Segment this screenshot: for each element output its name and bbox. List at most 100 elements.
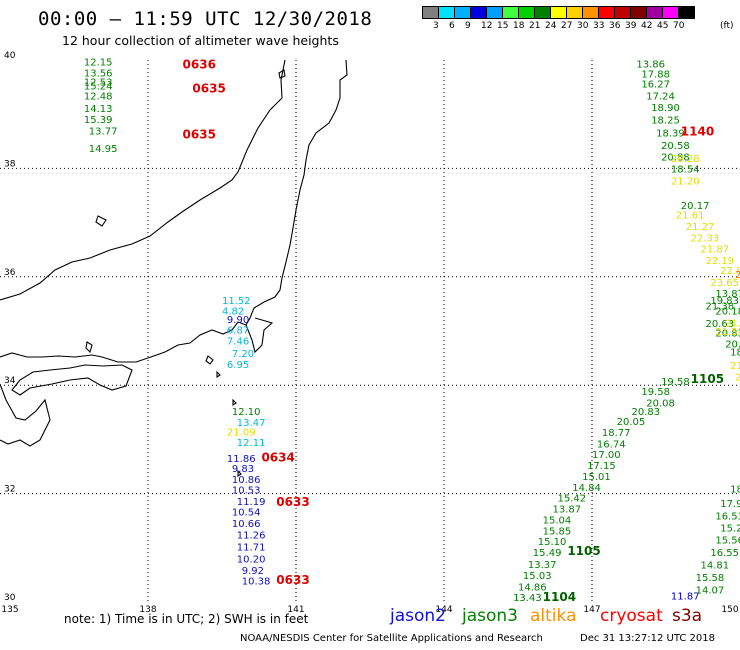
- wave-height-label: 10.66: [232, 519, 261, 530]
- longitude-tick-label: 144: [435, 605, 452, 615]
- wave-height-label: 9.90: [227, 315, 249, 326]
- legend-label: 33: [593, 21, 605, 31]
- longitude-tick-label: 135: [1, 605, 18, 615]
- wave-height-label: 21.20: [671, 177, 700, 188]
- wave-height-label: 15.20: [720, 524, 740, 535]
- wave-height-label: 6.95: [227, 360, 249, 371]
- legend-swatch: [678, 6, 695, 19]
- wave-height-label: 12.11: [237, 438, 266, 449]
- legend-label: 18: [513, 21, 525, 31]
- wave-height-label: 0634: [261, 451, 294, 465]
- wave-height-label: 13.86: [636, 60, 665, 71]
- wave-height-label: 16.74: [597, 440, 626, 451]
- wave-height-label: 21.51: [715, 327, 740, 338]
- legend-label: 36: [609, 21, 621, 31]
- generated-timestamp: Dec 31 13:27:12 UTC 2018: [580, 633, 715, 644]
- japan-coastline: [0, 59, 348, 478]
- wave-height-label: 22.00: [735, 372, 740, 383]
- wave-height-label: 11.19: [237, 497, 266, 508]
- axis-tick-labels: 135 138 141 144 147 150 30 32 34 36 38 40: [1, 51, 738, 615]
- wave-height-label: 20.88: [661, 152, 690, 163]
- wave-height-label: 10.86: [232, 475, 261, 486]
- satellite-legend-jason2: jason2: [390, 606, 446, 626]
- wave-height-label: 11.86: [227, 454, 256, 465]
- wave-height-label: 15.01: [582, 472, 611, 483]
- wave-height-label: 20.83: [715, 328, 740, 339]
- shikoku-coastline: [11, 364, 133, 396]
- latitude-tick-label: 30: [4, 593, 16, 603]
- legend-label: 6: [449, 21, 455, 31]
- wave-height-label: 15.39: [84, 115, 113, 126]
- wave-height-label: 22.82: [720, 266, 740, 277]
- satellite-legend-cryosat: cryosat: [600, 606, 663, 626]
- wave-height-label: 10.20: [237, 554, 266, 565]
- wave-height-label: 0635: [183, 128, 216, 142]
- wave-height-observations: 11.879.9011.869.8310.8610.5311.1910.5410…: [84, 57, 740, 603]
- wave-height-label: 19.58: [661, 377, 690, 388]
- legend-swatches: [422, 6, 695, 19]
- satellite-legend-jason3: jason3: [462, 606, 518, 626]
- legend-label: 30: [577, 21, 589, 31]
- wave-height-label: 15.24: [84, 81, 113, 92]
- wave-height-label: 16.55: [710, 548, 739, 559]
- island-sado: [278, 69, 286, 79]
- wave-height-label: 20.18: [715, 307, 740, 318]
- longitude-tick-label: 141: [287, 605, 304, 615]
- wave-height-label: 18.90: [651, 103, 680, 114]
- wave-height-label: 21.38: [705, 301, 734, 312]
- wave-height-label: 21.76: [730, 361, 740, 372]
- wave-height-label: 17.98: [720, 499, 740, 510]
- latitude-tick-label: 38: [4, 159, 16, 169]
- wave-height-label: 15.42: [557, 494, 586, 505]
- island-awaji: [85, 341, 93, 354]
- wave-height-label: 20.83: [631, 407, 660, 418]
- wave-height-label: 0635: [192, 82, 225, 96]
- wave-height-label: 7.20: [232, 349, 254, 360]
- wave-height-label: 18.25: [651, 115, 680, 126]
- legend-label: 21: [529, 21, 541, 31]
- wave-height-label: 7.46: [227, 337, 249, 348]
- wave-height-label: 9.92: [242, 566, 264, 577]
- wave-height-label: 18.76: [730, 347, 740, 358]
- wave-height-label: 19.58: [641, 387, 670, 398]
- latitude-tick-label: 34: [4, 376, 16, 386]
- wave-height-label: 22.33: [691, 234, 720, 245]
- wave-height-label: 14.07: [696, 585, 725, 596]
- wave-height-label: 11.52: [222, 296, 251, 307]
- wave-height-label: 13.43: [513, 593, 542, 604]
- footnote: note: 1) Time is in UTC; 2) SWH is in fe…: [64, 612, 309, 626]
- kyushu-coastline: [0, 383, 51, 447]
- wave-height-label: 14.86: [518, 583, 547, 594]
- wave-height-label: 13.87: [715, 289, 740, 300]
- wave-height-label: 17.00: [592, 450, 621, 461]
- wave-height-label: 10.54: [232, 507, 261, 518]
- wave-height-label: 21.42: [725, 319, 740, 330]
- page-title: 00:00 – 11:59 UTC 12/30/2018: [38, 8, 373, 30]
- wave-height-label: 12.10: [232, 407, 261, 418]
- wave-height-label: 15.85: [543, 526, 572, 537]
- wave-height-label: 0633: [276, 495, 309, 509]
- island-small-3: [237, 469, 242, 478]
- wave-height-label: 13.87: [553, 505, 582, 516]
- wave-height-label: 12.53: [84, 77, 113, 88]
- wave-height-label: 14.95: [89, 144, 118, 155]
- wave-height-label: 17.15: [587, 461, 616, 472]
- wave-height-label: 0636: [183, 58, 216, 72]
- legend-label: 42: [641, 21, 653, 31]
- latitude-tick-label: 36: [4, 268, 16, 278]
- wave-height-label: 1104: [543, 590, 576, 604]
- latitude-tick-label: 32: [4, 485, 15, 495]
- wave-height-label: 1105: [691, 372, 724, 386]
- wave-height-label: 11.87: [671, 591, 700, 602]
- color-legend: (ft) 3 6 9 12 15 18 21 24 27 30 33 36 39 42 45 70: [422, 6, 734, 33]
- wave-height-label: 9.83: [232, 464, 254, 475]
- tokyo-bay: [245, 317, 274, 354]
- wave-height-label: 27.30: [735, 270, 740, 281]
- legend-label: 3: [433, 21, 439, 31]
- longitude-tick-label: 150: [721, 605, 738, 615]
- wave-height-label: 23.65: [710, 278, 739, 289]
- wave-height-label: 18.77: [602, 428, 631, 439]
- legend-label: 12: [481, 21, 493, 31]
- island-small-2: [232, 398, 237, 407]
